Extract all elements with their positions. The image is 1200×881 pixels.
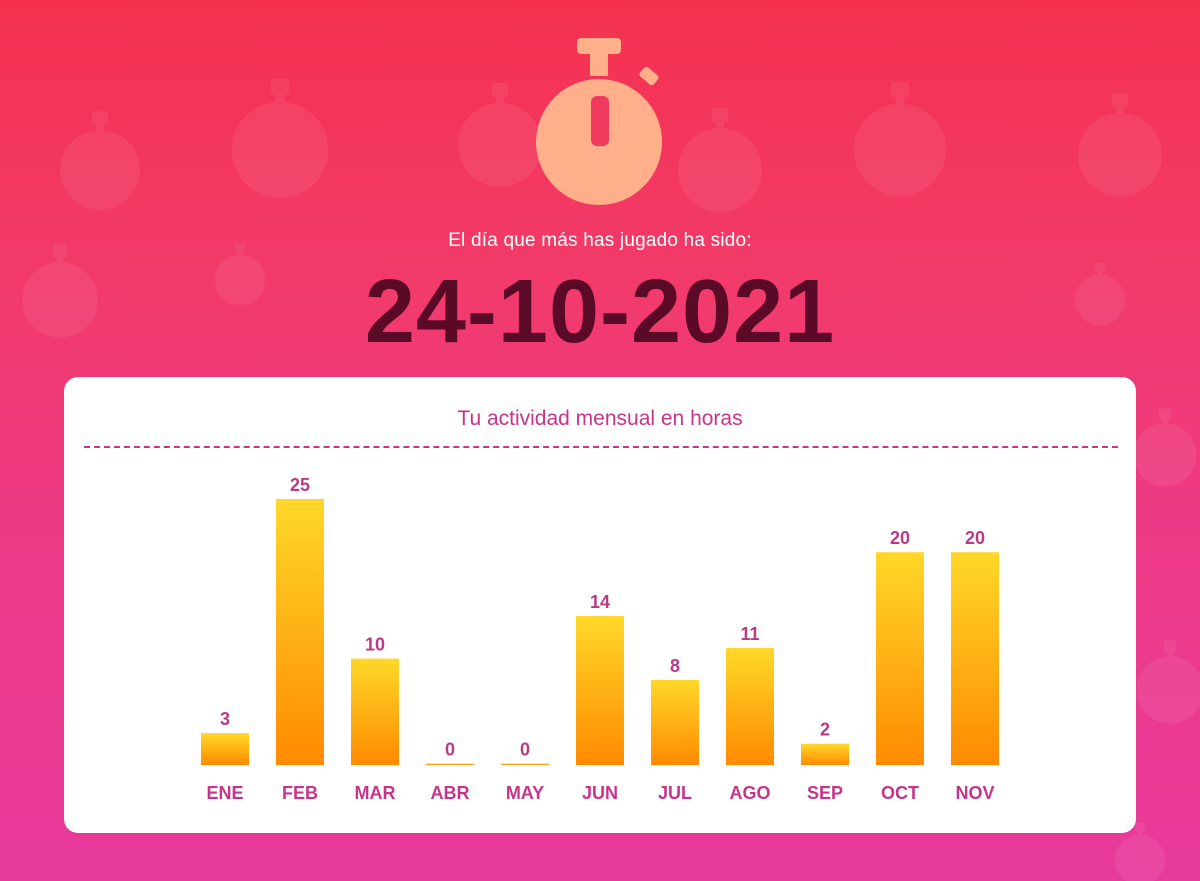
bar-jun xyxy=(576,616,624,765)
category-label-ago: AGO xyxy=(729,783,770,803)
subtitle: El día que más has jugado ha sido: xyxy=(448,230,752,251)
value-label-jul: 8 xyxy=(670,656,680,676)
value-label-oct: 20 xyxy=(890,528,910,548)
category-label-abr: ABR xyxy=(431,783,470,803)
value-label-abr: 0 xyxy=(445,740,455,760)
bar-ene xyxy=(201,733,249,765)
bar-may xyxy=(501,763,549,765)
category-label-feb: FEB xyxy=(282,783,318,803)
bar-feb xyxy=(276,499,324,765)
category-label-oct: OCT xyxy=(881,783,919,803)
bar-ago xyxy=(726,647,774,765)
bar-oct xyxy=(876,552,924,765)
bar-sep xyxy=(801,743,849,765)
stopwatch-icon xyxy=(536,38,662,205)
value-label-ene: 3 xyxy=(220,709,230,729)
monthly-activity-chart: 3 ENE 25 FEB 10 MAR 0 ABR 0 MAY 14 JUN 8 JUL 11 AGO 2 SEP… xyxy=(201,475,999,803)
bar-jul xyxy=(651,679,699,765)
value-label-may: 0 xyxy=(520,740,530,760)
category-label-nov: NOV xyxy=(955,783,994,803)
value-label-mar: 10 xyxy=(365,635,385,655)
bar-nov xyxy=(951,552,999,765)
bg-stopwatch-icon xyxy=(1136,640,1200,724)
stopwatch-hand xyxy=(591,96,609,146)
value-label-jun: 14 xyxy=(590,592,610,612)
monthly-activity-card: Tu actividad mensual en horas 3 ENE 25 FEB 1… xyxy=(64,377,1136,833)
category-label-jun: JUN xyxy=(582,783,618,803)
category-label-ene: ENE xyxy=(206,783,243,803)
bg-stopwatch-icon xyxy=(231,78,329,199)
bg-stopwatch-icon xyxy=(458,83,542,187)
category-label-may: MAY xyxy=(506,783,544,803)
value-label-sep: 2 xyxy=(820,720,830,740)
bg-stopwatch-icon xyxy=(853,81,947,197)
title-divider xyxy=(84,446,1118,448)
category-label-jul: JUL xyxy=(658,783,692,803)
category-label-sep: SEP xyxy=(807,783,843,803)
value-label-ago: 11 xyxy=(740,624,759,644)
value-label-nov: 20 xyxy=(965,528,985,548)
bg-stopwatch-icon xyxy=(1133,408,1197,487)
bg-stopwatch-icon xyxy=(1078,93,1162,197)
bg-stopwatch-icon xyxy=(678,108,762,212)
bg-stopwatch-icon xyxy=(60,111,140,210)
category-label-mar: MAR xyxy=(355,783,396,803)
most-played-date: 24-10-2021 xyxy=(364,262,836,362)
value-label-feb: 25 xyxy=(290,475,310,495)
chart-title: Tu actividad mensual en horas xyxy=(457,407,743,430)
bar-mar xyxy=(351,658,399,765)
bar-abr xyxy=(426,763,474,765)
